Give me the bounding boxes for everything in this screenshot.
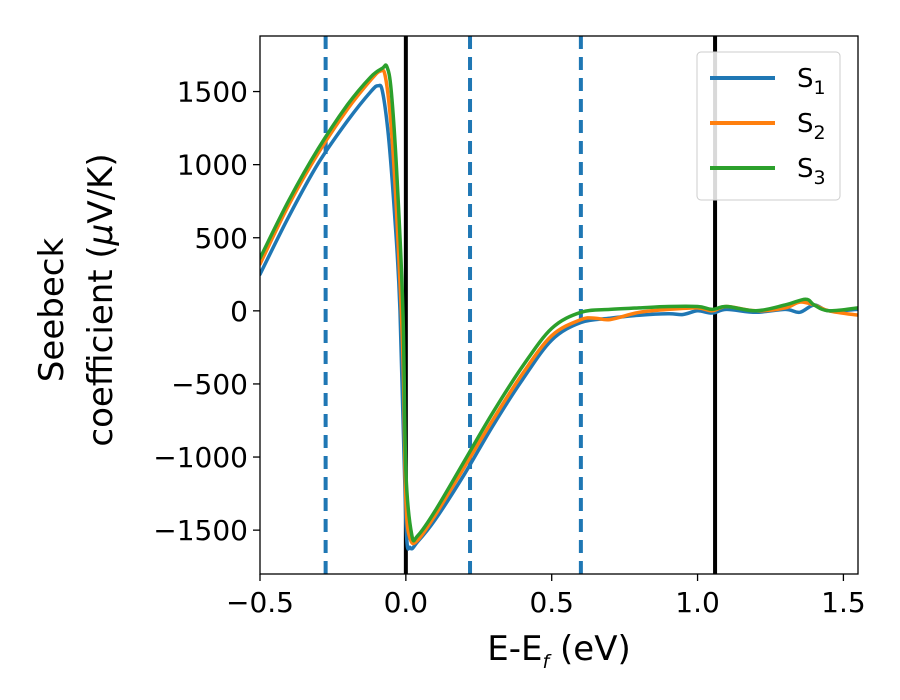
x-axis-label-unit: (eV) [549, 629, 631, 669]
y-axis-label-line1: Seebeck [32, 238, 72, 383]
y-tick-label: 1500 [177, 76, 248, 109]
y-axis-label-line2: coefficient (μV/K) [81, 153, 121, 446]
legend-label-s1: S1 [797, 64, 826, 99]
y-tick-label: −500 [171, 368, 248, 401]
y-tick-label: −1500 [153, 514, 248, 547]
x-tick-label: −0.5 [226, 586, 294, 619]
series-lines [260, 63, 858, 551]
x-axis-label: E-Ef (eV) [487, 629, 630, 673]
y-axis-label-mu: μ [81, 224, 121, 247]
series-line-s3 [260, 63, 858, 543]
legend: S1 S2 S3 [696, 51, 841, 201]
x-tick-label: 0.5 [529, 586, 574, 619]
y-axis-ticks: −1500 −1000 −500 0 500 1000 1500 [153, 76, 260, 547]
x-axis-label-sub: f [543, 651, 553, 673]
y-tick-label: −1000 [153, 441, 248, 474]
x-axis-ticks: −0.5 0.0 0.5 1.0 1.5 [226, 574, 866, 619]
y-tick-label: 500 [195, 222, 248, 255]
y-tick-label: 1000 [177, 149, 248, 182]
x-tick-label: 1.0 [675, 586, 720, 619]
legend-box [696, 51, 841, 201]
legend-label-s3: S3 [797, 154, 826, 189]
legend-label-s2: S2 [797, 109, 826, 144]
y-axis-label-pre: coefficient ( [81, 245, 121, 446]
x-tick-label: 1.5 [821, 586, 866, 619]
reference-lines [323, 36, 718, 574]
x-tick-label: 0.0 [384, 586, 429, 619]
y-axis-label-post: V/K) [81, 153, 121, 223]
x-axis-label-main: E-E [487, 629, 542, 669]
plot-frame [259, 35, 859, 575]
y-tick-label: 0 [230, 295, 248, 328]
